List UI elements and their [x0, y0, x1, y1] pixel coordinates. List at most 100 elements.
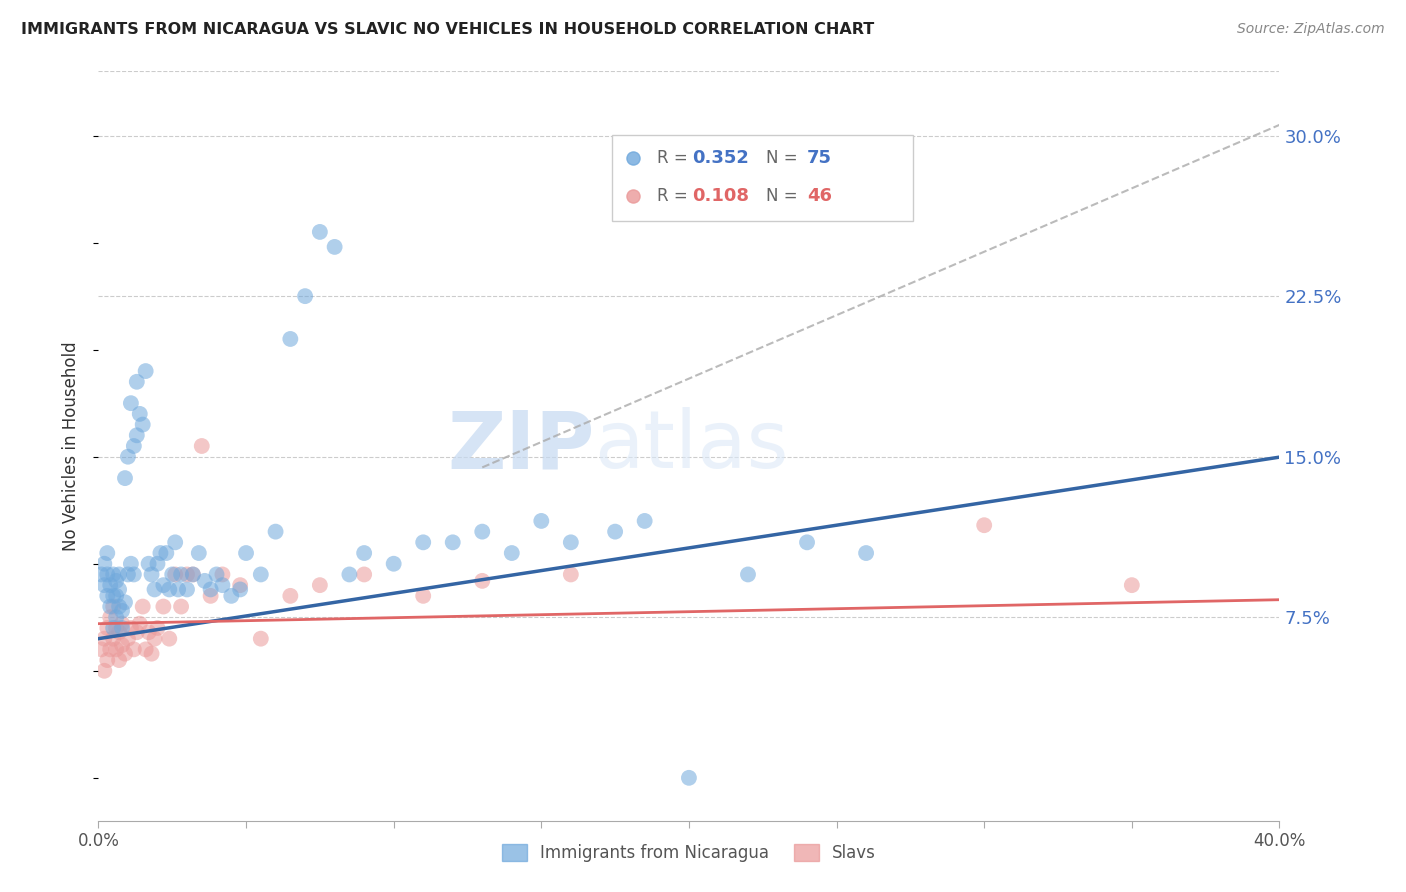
Point [141, 647, 163, 661]
Point [128, 616, 150, 631]
Point [229, 578, 252, 592]
Point [105, 642, 128, 657]
Legend: Immigrants from Nicaragua, Slavs: Immigrants from Nicaragua, Slavs [495, 837, 883, 869]
Point [229, 582, 252, 597]
Point [471, 524, 494, 539]
Text: N =: N = [766, 187, 803, 205]
Point [117, 632, 139, 646]
Text: IMMIGRANTS FROM NICARAGUA VS SLAVIC NO VEHICLES IN HOUSEHOLD CORRELATION CHART: IMMIGRANTS FROM NICARAGUA VS SLAVIC NO V… [21, 22, 875, 37]
Point [93, 664, 115, 678]
Point [605, 524, 627, 539]
Point [111, 604, 134, 618]
Point [165, 567, 187, 582]
Point [120, 621, 142, 635]
Point [103, 599, 125, 614]
Point [146, 557, 169, 571]
Point [152, 578, 174, 592]
Point [103, 632, 125, 646]
Point [93, 632, 115, 646]
Text: N =: N = [766, 149, 803, 167]
Point [90, 567, 112, 582]
Point [187, 546, 209, 560]
Point [1121, 578, 1143, 592]
Point [138, 557, 160, 571]
Point [105, 574, 128, 588]
Point [157, 582, 180, 597]
Point [120, 396, 142, 410]
Point [205, 567, 228, 582]
Point [98, 610, 121, 624]
Point [114, 471, 136, 485]
Point [138, 625, 160, 640]
Point [560, 535, 582, 549]
Point [90, 642, 112, 657]
Point [111, 621, 134, 635]
Point [96, 546, 118, 560]
Point [309, 225, 332, 239]
Point [309, 578, 332, 592]
Point [264, 524, 287, 539]
Text: 0.352: 0.352 [693, 149, 749, 167]
Point [280, 589, 302, 603]
Point [165, 535, 187, 549]
Point [105, 589, 128, 603]
Point [634, 514, 657, 528]
Point [211, 567, 233, 582]
Point [132, 599, 155, 614]
Point [200, 589, 222, 603]
Point [194, 574, 217, 588]
Point [128, 407, 150, 421]
Point [855, 546, 877, 560]
Point [143, 632, 166, 646]
Point [111, 638, 134, 652]
Point [560, 567, 582, 582]
Text: R =: R = [657, 149, 693, 167]
Point [143, 582, 166, 597]
Point [96, 567, 118, 582]
Point [122, 642, 145, 657]
Point [108, 599, 131, 614]
Point [501, 546, 523, 560]
Point [162, 567, 183, 582]
Point [125, 428, 148, 442]
FancyBboxPatch shape [612, 135, 914, 221]
Point [294, 289, 316, 303]
Point [117, 567, 139, 582]
Point [250, 632, 273, 646]
Point [737, 567, 759, 582]
Point [93, 578, 115, 592]
Point [98, 578, 121, 592]
Point [105, 610, 128, 624]
Point [149, 546, 172, 560]
Point [96, 589, 118, 603]
Point [96, 621, 118, 635]
Text: Source: ZipAtlas.com: Source: ZipAtlas.com [1237, 22, 1385, 37]
Point [157, 632, 180, 646]
Point [135, 364, 157, 378]
Point [98, 599, 121, 614]
Point [108, 582, 131, 597]
Point [103, 621, 125, 635]
Point [146, 621, 169, 635]
Point [973, 518, 995, 533]
Point [155, 546, 177, 560]
Point [98, 642, 121, 657]
Point [114, 647, 136, 661]
Point [678, 771, 700, 785]
Point [191, 439, 214, 453]
Point [441, 535, 464, 549]
Point [176, 582, 198, 597]
Point [382, 557, 405, 571]
Point [170, 567, 193, 582]
Point [221, 589, 243, 603]
Point [181, 567, 204, 582]
Text: 0.108: 0.108 [693, 187, 749, 205]
Point [353, 567, 375, 582]
Point [96, 653, 118, 667]
Point [93, 557, 115, 571]
Point [152, 599, 174, 614]
Point [796, 535, 818, 549]
Text: R =: R = [657, 187, 693, 205]
Text: atlas: atlas [595, 407, 789, 485]
Point [339, 567, 361, 582]
